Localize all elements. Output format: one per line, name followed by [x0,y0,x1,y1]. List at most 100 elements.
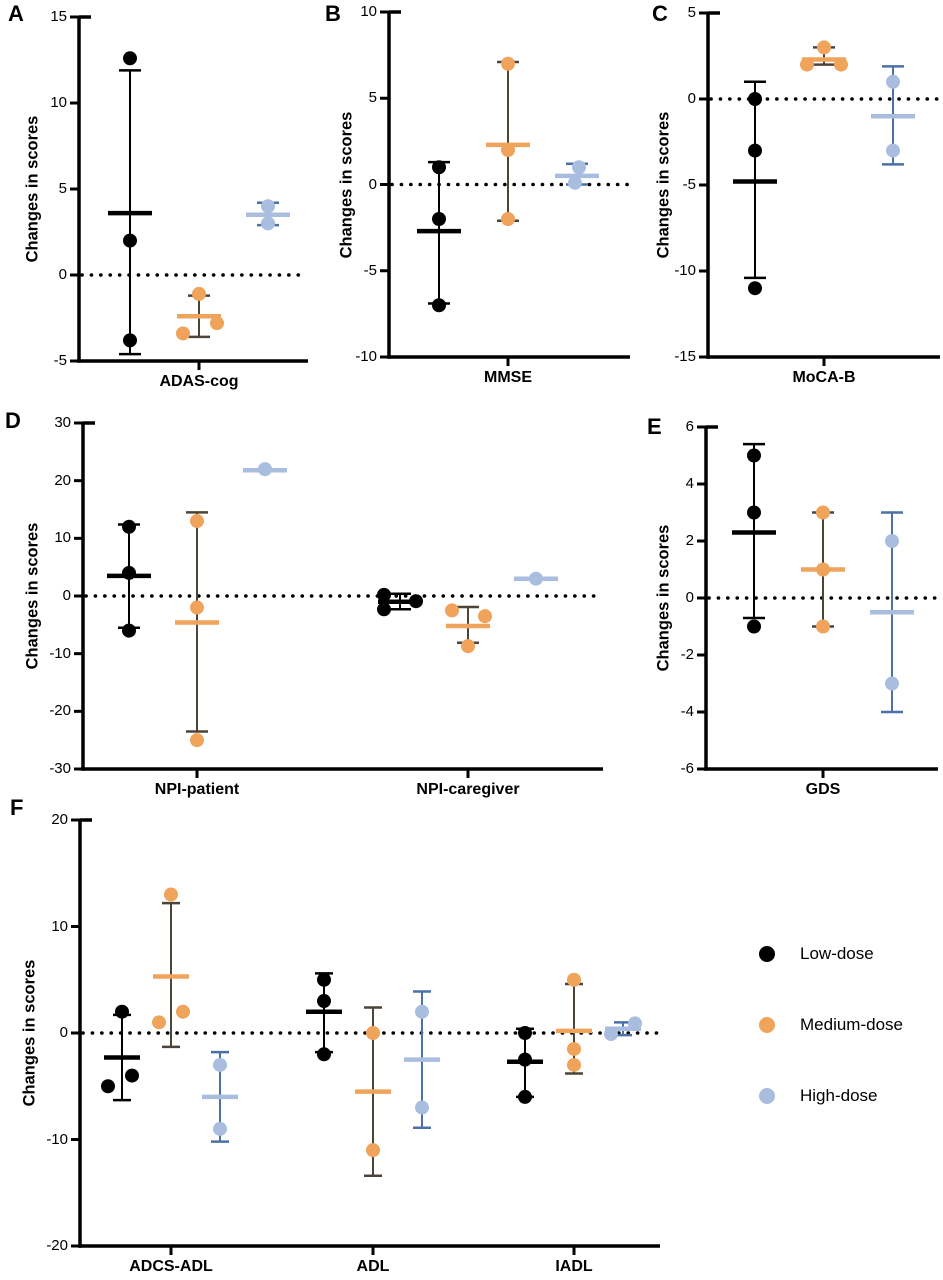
data-point [518,1026,532,1040]
legend-label: High-dose [800,1086,878,1105]
data-point [261,199,275,214]
data-point [432,298,446,313]
data-point [501,143,515,157]
data-point [192,286,206,301]
y-tick-label: -30 [49,760,71,777]
y-tick-label: -10 [49,644,71,662]
panel-label: D [5,408,21,433]
category-label: ADL [356,1258,390,1275]
data-point [748,143,762,158]
y-axis-title: Changes in scores [654,111,673,259]
data-point [748,92,762,106]
y-tick-label: -5 [53,352,67,369]
y-tick-label: -5 [363,261,377,279]
data-point [317,994,331,1009]
panel-label: E [647,414,662,439]
data-point [461,639,475,654]
data-point [886,74,900,89]
data-point [190,733,204,748]
data-point [123,333,137,348]
y-tick-label: 2 [685,532,694,549]
y-tick-label: 30 [54,414,71,431]
data-point [317,1047,331,1062]
data-point [432,160,446,175]
data-point [210,316,224,331]
y-tick-label: 15 [50,8,67,25]
category-label: MMSE [484,369,532,386]
data-point [366,1143,380,1158]
data-point [190,514,204,529]
y-tick-label: -4 [680,703,694,720]
y-tick-label: -5 [682,176,696,193]
data-point [628,1016,642,1031]
data-point [567,1041,581,1056]
data-point [409,594,423,609]
data-point [816,619,830,634]
data-point [886,143,900,158]
data-point [748,281,762,296]
data-point [101,1079,115,1094]
data-point [567,972,581,987]
data-point [366,1026,380,1040]
y-tick-label: 10 [51,917,68,935]
category-label: ADCS-ADL [129,1258,213,1275]
y-tick-label: -20 [46,1237,68,1254]
y-tick-label: 5 [368,89,377,107]
data-point [122,623,136,638]
data-point [164,887,178,902]
y-axis-title: Changes in scores [23,115,42,263]
data-point [747,619,761,634]
y-tick-label: 0 [368,175,377,193]
data-point [213,1121,227,1136]
category-label: MoCA-B [792,369,856,386]
y-tick-label: 5 [58,180,67,197]
data-point [816,562,830,577]
y-tick-label: 20 [54,471,71,489]
data-point [213,1057,227,1072]
legend-item: Medium-dose [759,1015,903,1035]
legend-label: Medium-dose [800,1015,903,1034]
data-point [834,57,848,72]
y-tick-label: 0 [687,90,696,107]
data-point [747,448,761,463]
data-point [816,505,830,520]
panel-label: A [8,1,24,26]
panel-label: C [652,1,668,26]
data-point [122,565,136,580]
y-axis-title: Changes in scores [23,522,42,670]
data-point [190,600,204,615]
data-point [572,160,586,175]
data-point [518,1089,532,1104]
data-point [261,216,275,231]
legend-item: High-dose [759,1086,878,1106]
y-axis-title: Changes in scores [337,111,356,259]
category-label: ADAS-cog [159,373,239,390]
data-point [445,603,459,618]
data-point [377,602,391,617]
category-label: NPI-caregiver [416,781,520,798]
legend-item: Low-dose [759,944,874,964]
y-tick-label: -10 [355,348,377,365]
data-point [415,1100,429,1115]
y-axis-title: Changes in scores [20,959,39,1107]
legend-dot-icon [759,1017,775,1033]
data-point [123,233,137,248]
data-point [568,175,582,190]
y-tick-label: -20 [49,702,71,720]
y-tick-label: 20 [51,811,68,828]
data-point [501,212,515,226]
data-point [432,212,446,226]
legend-dot-icon [759,1088,775,1104]
data-point [176,1004,190,1019]
y-tick-label: 6 [685,418,694,435]
data-point [885,676,899,691]
data-point [817,40,831,55]
data-point [377,587,391,602]
data-point [258,462,272,477]
data-point [123,51,137,66]
data-point [122,519,136,534]
data-point [478,609,492,624]
data-point [317,972,331,987]
category-label: NPI-patient [154,781,240,798]
